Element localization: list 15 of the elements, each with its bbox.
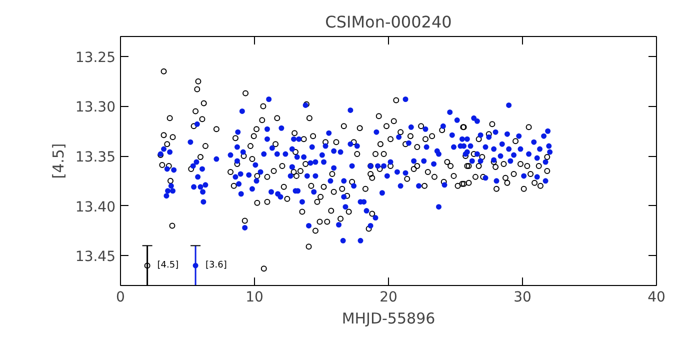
x-tick-label: 10 xyxy=(246,290,264,306)
y-tick-label: 13.25 xyxy=(75,50,116,66)
x-tick-label: 0 xyxy=(116,290,125,306)
chart-title: CSIMon-000240 xyxy=(325,12,452,32)
x-axis-title: MHJD-55896 xyxy=(342,310,436,328)
series-label: [4.5] xyxy=(157,260,179,271)
x-tick-label: 20 xyxy=(380,290,398,306)
y-tick-label: 13.30 xyxy=(75,100,116,116)
y-tick-label: 13.45 xyxy=(75,249,116,266)
series-label: [3.6] xyxy=(206,260,227,271)
y-tick-label: 13.35 xyxy=(75,150,116,166)
x-tick-label: 40 xyxy=(648,290,666,306)
y-axis-title: [4.5] xyxy=(49,143,68,179)
y-tick-label: 13.40 xyxy=(75,199,116,216)
x-tick-label: 30 xyxy=(514,290,532,306)
